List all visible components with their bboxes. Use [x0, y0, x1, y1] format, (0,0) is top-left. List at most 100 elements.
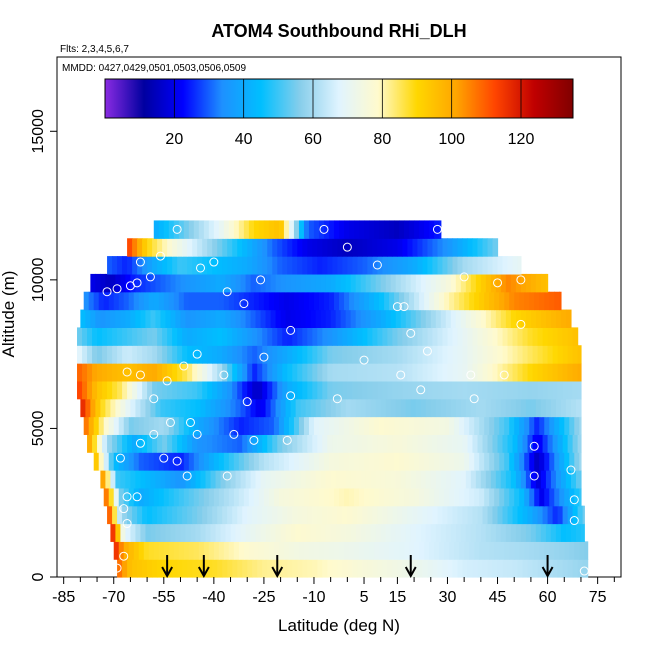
heatmap-cell — [499, 487, 505, 507]
heatmap-cell — [333, 487, 340, 507]
heatmap-cell — [364, 487, 370, 507]
heatmap-cell — [545, 523, 552, 542]
heatmap-cell — [495, 273, 502, 293]
heatmap-cell — [417, 345, 424, 364]
heatmap-cell — [560, 398, 567, 418]
heatmap-cell — [152, 380, 158, 400]
heatmap-cell — [163, 487, 170, 507]
heatmap-cell — [125, 398, 132, 418]
heatmap-cell — [442, 256, 449, 275]
observation-marker — [192, 429, 202, 439]
heatmap-cell — [492, 238, 499, 257]
heatmap-cell — [203, 487, 210, 507]
heatmap-cell — [173, 291, 180, 311]
heatmap-cell — [272, 327, 278, 346]
heatmap-cell — [238, 487, 245, 507]
heatmap-cell — [332, 434, 338, 453]
heatmap-cell — [385, 470, 392, 489]
heatmap-cell — [332, 345, 338, 364]
heatmap-cell — [512, 559, 519, 578]
heatmap-cell — [402, 505, 409, 525]
observation-marker — [239, 299, 249, 309]
observation-marker — [149, 394, 159, 404]
heatmap-cell — [382, 559, 388, 578]
heatmap-cell — [135, 470, 142, 489]
heatmap-cell — [295, 398, 302, 418]
heatmap-cell — [152, 505, 158, 525]
heatmap-cell — [507, 345, 514, 364]
heatmap-cell — [175, 273, 182, 293]
heatmap-cell — [355, 523, 362, 542]
heatmap-cell — [318, 220, 325, 239]
observation-marker — [469, 394, 479, 404]
heatmap-cell — [212, 238, 218, 257]
heatmap-cell — [407, 434, 414, 453]
heatmap-cell — [394, 291, 400, 311]
heatmap-cell — [554, 291, 560, 311]
heatmap-cell — [137, 238, 143, 257]
heatmap-cell — [339, 416, 345, 435]
heatmap-cell — [220, 309, 227, 328]
heatmap-cell — [452, 345, 459, 364]
heatmap-cell — [188, 416, 195, 435]
heatmap-cell — [162, 238, 168, 257]
heatmap-cell — [113, 291, 120, 311]
heatmap-cell — [190, 273, 197, 293]
heatmap-cell — [370, 523, 377, 542]
observation-marker — [493, 278, 503, 288]
heatmap-cell — [228, 452, 235, 471]
heatmap-cell — [432, 363, 439, 382]
heatmap-cell — [93, 452, 100, 471]
heatmap-cell — [130, 398, 137, 418]
heatmap-cell — [410, 523, 417, 542]
heatmap-cell — [387, 238, 393, 257]
heatmap-cell — [222, 256, 228, 275]
heatmap-cell — [532, 327, 539, 346]
heatmap-cell — [542, 345, 549, 364]
heatmap-cell — [322, 380, 328, 400]
heatmap-cell — [98, 291, 105, 311]
heatmap-cell — [465, 470, 472, 489]
heatmap-cell — [302, 363, 308, 382]
heatmap-cell — [450, 273, 457, 293]
heatmap-cell — [317, 380, 323, 400]
heatmap-cell — [490, 309, 497, 328]
heatmap-cell — [257, 327, 263, 346]
heatmap-cell — [567, 345, 574, 364]
heatmap-cell — [404, 416, 410, 435]
heatmap-cell — [257, 380, 263, 400]
heatmap-cell — [529, 452, 535, 471]
heatmap-cell — [115, 523, 122, 542]
heatmap-cell — [397, 505, 404, 525]
heatmap-cell — [157, 327, 163, 346]
heatmap-cell — [147, 256, 153, 275]
heatmap-cell — [142, 505, 148, 525]
heatmap-cell — [92, 363, 98, 382]
heatmap-cell — [535, 309, 542, 328]
heatmap-cell — [302, 256, 308, 275]
heatmap-cell — [437, 345, 444, 364]
heatmap-cell — [313, 541, 320, 560]
heatmap-cell — [147, 363, 153, 382]
heatmap-cell — [168, 416, 175, 435]
heatmap-cell — [489, 487, 495, 507]
heatmap-cell — [110, 523, 117, 542]
heatmap-cell — [427, 238, 434, 257]
heatmap-cell — [122, 256, 128, 275]
heatmap-cell — [412, 238, 419, 257]
heatmap-cell — [554, 452, 560, 471]
heatmap-cell — [412, 345, 419, 364]
heatmap-cell — [369, 291, 375, 311]
heatmap-cell — [487, 380, 494, 400]
heatmap-cell — [517, 327, 524, 346]
heatmap-cell — [347, 380, 353, 400]
heatmap-cell — [263, 452, 270, 471]
heatmap-cell — [307, 559, 313, 578]
heatmap-cell — [138, 541, 145, 560]
heatmap-cell — [217, 345, 223, 364]
heatmap-cell — [143, 487, 150, 507]
heatmap-cell — [148, 416, 155, 435]
heatmap-cell — [364, 416, 370, 435]
heatmap-cell — [377, 345, 383, 364]
heatmap-cell — [447, 327, 454, 346]
